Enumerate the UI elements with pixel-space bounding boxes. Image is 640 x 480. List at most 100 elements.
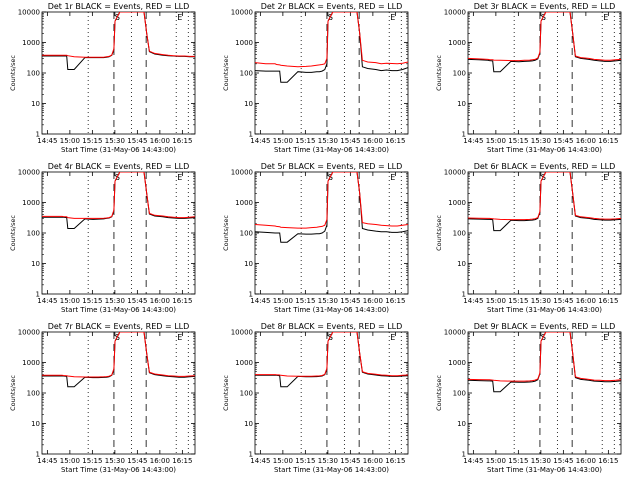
x-tick-label: 16:15 — [172, 137, 192, 145]
x-tick-label: 15:30 — [105, 457, 125, 465]
y-tick-label: 100 — [27, 230, 40, 238]
x-tick-label: 15:30 — [531, 137, 551, 145]
y-axis-label: Counts/sec — [9, 55, 17, 91]
x-tick-label: 15:00 — [486, 457, 506, 465]
y-tick-label: 100 — [453, 230, 466, 238]
y-axis-label: Counts/sec — [222, 375, 230, 411]
y-tick-label: 10 — [244, 100, 253, 108]
y-tick-label: 10000 — [18, 169, 40, 177]
end-marker-label: E — [603, 13, 608, 22]
x-tick-label: 15:45 — [340, 457, 360, 465]
x-tick-label: 15:15 — [82, 137, 102, 145]
y-tick-label: 1000 — [235, 199, 253, 207]
x-tick-label: 14:45 — [463, 137, 483, 145]
x-tick-label: 15:45 — [127, 457, 147, 465]
x-tick-label: 15:00 — [273, 457, 293, 465]
y-tick-label: 10000 — [231, 9, 253, 17]
x-tick-label: 15:00 — [273, 137, 293, 145]
x-tick-label: 14:45 — [250, 297, 270, 305]
y-tick-label: 10 — [457, 420, 466, 428]
end-marker-label: E — [390, 13, 395, 22]
chart-title: Det 8r BLACK = Events, RED = LLD — [261, 322, 403, 331]
x-tick-label: 15:45 — [340, 137, 360, 145]
x-tick-label: 15:30 — [318, 457, 338, 465]
x-tick-label: 15:15 — [82, 297, 102, 305]
y-tick-label: 10000 — [444, 9, 466, 17]
lld-series-line — [468, 172, 621, 221]
y-tick-label: 1 — [249, 451, 253, 459]
y-axis-label: Counts/sec — [9, 215, 17, 251]
x-tick-label: 15:30 — [105, 297, 125, 305]
y-tick-label: 10 — [457, 100, 466, 108]
end-marker-label: E — [603, 173, 608, 182]
x-tick-label: 14:45 — [250, 457, 270, 465]
x-tick-label: 15:30 — [531, 297, 551, 305]
events-series-line — [468, 332, 621, 393]
x-axis-label: Start Time (31-May-06 14:43:00) — [487, 466, 602, 474]
y-tick-label: 100 — [240, 70, 253, 78]
y-tick-label: 1 — [36, 291, 40, 299]
x-tick-label: 15:15 — [295, 297, 315, 305]
y-axis-label: Counts/sec — [435, 55, 443, 91]
lld-series-line — [468, 12, 621, 62]
y-tick-label: 10000 — [18, 329, 40, 337]
x-tick-label: 15:30 — [105, 137, 125, 145]
x-tick-label: 15:45 — [553, 297, 573, 305]
x-tick-label: 15:30 — [531, 457, 551, 465]
y-tick-label: 1 — [462, 131, 466, 139]
lld-series-line — [42, 332, 195, 378]
x-tick-label: 15:45 — [127, 297, 147, 305]
x-axis-label: Start Time (31-May-06 14:43:00) — [61, 466, 176, 474]
y-tick-label: 1 — [36, 451, 40, 459]
y-tick-label: 1 — [462, 451, 466, 459]
y-tick-label: 10 — [457, 260, 466, 268]
y-tick-label: 1 — [462, 291, 466, 299]
y-tick-label: 10000 — [231, 169, 253, 177]
x-tick-label: 16:00 — [150, 137, 170, 145]
x-tick-label: 16:15 — [385, 137, 405, 145]
plot-frame — [41, 171, 196, 295]
y-tick-label: 1000 — [22, 199, 40, 207]
x-tick-label: 15:00 — [60, 137, 80, 145]
x-axis-label: Start Time (31-May-06 14:43:00) — [61, 306, 176, 314]
y-tick-label: 10000 — [231, 329, 253, 337]
x-tick-label: 16:00 — [576, 457, 596, 465]
x-tick-label: 15:00 — [273, 297, 293, 305]
x-tick-label: 15:15 — [508, 297, 528, 305]
x-tick-label: 15:15 — [508, 137, 528, 145]
lld-series-line — [255, 172, 408, 229]
end-marker-label: E — [603, 333, 608, 342]
x-tick-label: 15:30 — [318, 297, 338, 305]
x-tick-label: 14:45 — [250, 137, 270, 145]
x-tick-label: 16:15 — [385, 297, 405, 305]
y-tick-label: 1000 — [448, 359, 466, 367]
plot-frame — [41, 11, 196, 135]
x-tick-label: 16:15 — [172, 457, 192, 465]
x-tick-label: 16:15 — [598, 137, 618, 145]
chart-title: Det 4r BLACK = Events, RED = LLD — [48, 162, 190, 171]
x-tick-label: 16:00 — [150, 457, 170, 465]
events-series-line — [468, 172, 621, 232]
y-axis-label: Counts/sec — [435, 215, 443, 251]
y-tick-label: 1000 — [448, 39, 466, 47]
x-tick-label: 16:15 — [598, 457, 618, 465]
events-series-line — [42, 332, 195, 388]
x-tick-label: 15:00 — [486, 297, 506, 305]
y-tick-label: 10 — [31, 260, 40, 268]
y-tick-label: 1000 — [22, 359, 40, 367]
x-axis-label: Start Time (31-May-06 14:43:00) — [274, 466, 389, 474]
plot-frame — [467, 11, 622, 135]
plot-frame — [254, 331, 409, 455]
end-marker-label: E — [177, 13, 182, 22]
events-series-line — [255, 172, 408, 243]
x-tick-label: 15:00 — [60, 297, 80, 305]
y-axis-label: Counts/sec — [9, 375, 17, 411]
x-tick-label: 15:45 — [340, 297, 360, 305]
chart-title: Det 2r BLACK = Events, RED = LLD — [261, 2, 403, 11]
